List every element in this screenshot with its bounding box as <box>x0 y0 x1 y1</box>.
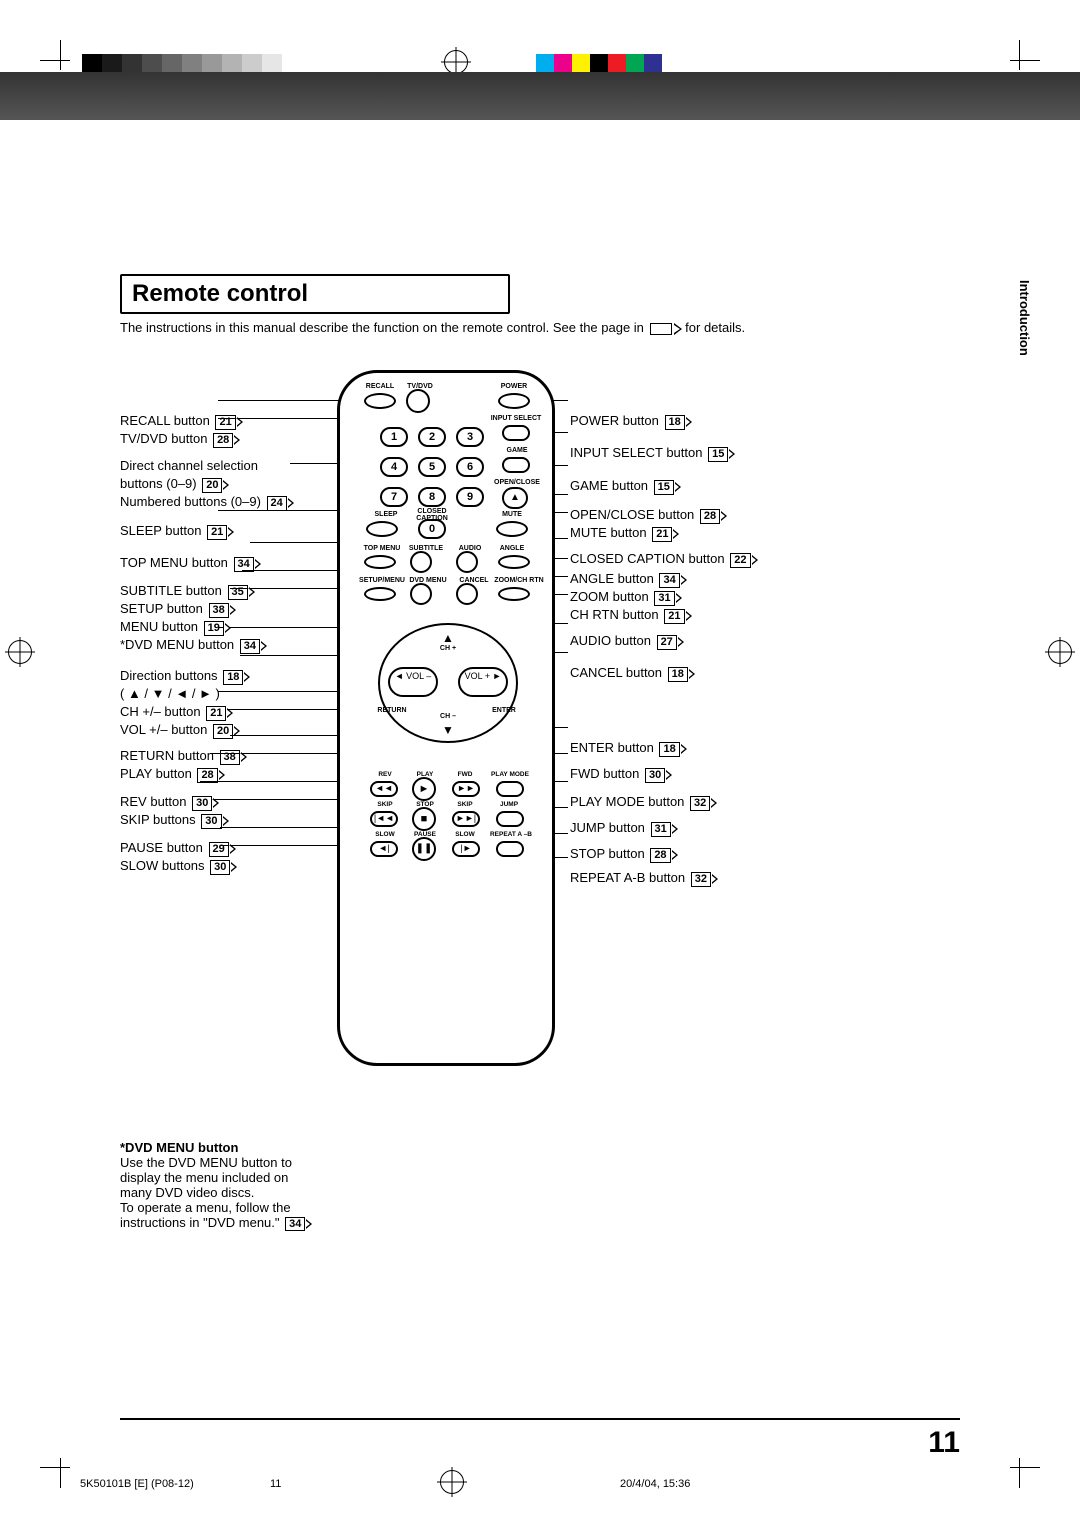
page-number: 11 <box>928 1426 960 1460</box>
subtitle-button[interactable] <box>410 551 432 573</box>
zoom-button[interactable] <box>498 587 530 601</box>
play-button[interactable]: ► <box>412 777 436 801</box>
audio-button[interactable] <box>456 551 478 573</box>
remote-diagram: RECALL button 21TV/DVD button 28 Direct c… <box>120 370 880 1070</box>
game-button[interactable] <box>502 457 530 473</box>
callout-item: CANCEL button 18 <box>570 665 688 682</box>
num-4[interactable]: 4 <box>380 457 408 477</box>
callout-item: SETUP button 38 <box>120 601 229 618</box>
skip-back-button[interactable]: |◄◄ <box>370 811 398 827</box>
callout-item: MENU button 19 <box>120 619 224 636</box>
remote-body: RECALL TV/DVD POWER INPUT SELECT 1 2 3 G… <box>337 370 555 1066</box>
callout-item: STOP button 28 <box>570 846 671 863</box>
num-7[interactable]: 7 <box>380 487 408 507</box>
callout-item: OPEN/CLOSE button 28 <box>570 507 720 524</box>
num-0[interactable]: 0 <box>418 519 446 539</box>
callout-item: ANGLE button 34 <box>570 571 680 588</box>
angle-button[interactable] <box>498 555 530 569</box>
callout-item: ( ▲ / ▼ / ◄ / ► ) <box>120 686 220 702</box>
callout-item: CH RTN button 21 <box>570 607 685 624</box>
repeat-button[interactable] <box>496 841 524 857</box>
callout-item: VOL +/– button 20 <box>120 722 233 739</box>
playmode-button[interactable] <box>496 781 524 797</box>
recall-button[interactable] <box>364 393 396 409</box>
callout-item: ZOOM button 31 <box>570 589 675 606</box>
callout-item: *DVD MENU button 34 <box>120 637 260 654</box>
callout-item: Numbered buttons (0–9) 24 <box>120 494 287 511</box>
sleep-button[interactable] <box>366 521 398 537</box>
jump-button[interactable] <box>496 811 524 827</box>
power-button[interactable] <box>498 393 530 409</box>
callout-item: JUMP button 31 <box>570 820 671 837</box>
input-select-button[interactable] <box>502 425 530 441</box>
print-header <box>0 0 1080 120</box>
section-tab: Introduction <box>1017 280 1032 356</box>
callout-item: buttons (0–9) 20 <box>120 476 222 493</box>
callout-item: TV/DVD button 28 <box>120 431 233 448</box>
footer-doc-id: 5K50101B [E] (P08-12) <box>80 1478 194 1490</box>
callout-item: Direct channel selection <box>120 458 258 474</box>
callout-item: CLOSED CAPTION button 22 <box>570 551 751 568</box>
topmenu-button[interactable] <box>364 555 396 569</box>
callout-item: SLOW buttons 30 <box>120 858 230 875</box>
callout-item: SKIP buttons 30 <box>120 812 222 829</box>
color-bars <box>536 54 662 72</box>
gray-step-wedge <box>82 54 282 72</box>
section-title-box: Remote control <box>120 274 510 314</box>
skip-fwd-button[interactable]: ►►| <box>452 811 480 827</box>
dark-band <box>0 72 1080 120</box>
callout-item: REV button 30 <box>120 794 212 811</box>
callout-item: PAUSE button 29 <box>120 840 229 857</box>
footer-timestamp: 20/4/04, 15:36 <box>620 1478 690 1490</box>
fwd-button[interactable]: ►► <box>452 781 480 797</box>
callout-item: Direction buttons 18 <box>120 668 243 685</box>
callout-item: FWD button 30 <box>570 766 665 783</box>
callout-item: MUTE button 21 <box>570 525 672 542</box>
registration-mark-top <box>444 50 468 74</box>
callout-item: POWER button 18 <box>570 413 685 430</box>
callout-item: SUBTITLE button 35 <box>120 583 248 600</box>
num-6[interactable]: 6 <box>456 457 484 477</box>
rev-button[interactable]: ◄◄ <box>370 781 398 797</box>
setup-button[interactable] <box>364 587 396 601</box>
mute-button[interactable] <box>496 521 528 537</box>
callout-item: GAME button 15 <box>570 478 674 495</box>
callout-item: RECALL button 21 <box>120 413 236 430</box>
callout-item: TOP MENU button 34 <box>120 555 254 572</box>
dvd-menu-note: *DVD MENU button Use the DVD MENU button… <box>120 1140 340 1231</box>
num-1[interactable]: 1 <box>380 427 408 447</box>
num-5[interactable]: 5 <box>418 457 446 477</box>
num-2[interactable]: 2 <box>418 427 446 447</box>
page-content: Introduction Remote control The instruct… <box>0 120 1080 1528</box>
callout-item: INPUT SELECT button 15 <box>570 445 728 462</box>
callout-item: RETURN button 38 <box>120 748 240 765</box>
slow-back-button[interactable]: ◄| <box>370 841 398 857</box>
slow-fwd-button[interactable]: |► <box>452 841 480 857</box>
pause-button[interactable]: ❚❚ <box>412 837 436 861</box>
callout-item: ENTER button 18 <box>570 740 680 757</box>
num-8[interactable]: 8 <box>418 487 446 507</box>
callout-item: REPEAT A-B button 32 <box>570 870 711 887</box>
callout-item: PLAY button 28 <box>120 766 218 783</box>
num-9[interactable]: 9 <box>456 487 484 507</box>
num-3[interactable]: 3 <box>456 427 484 447</box>
intro-text: The instructions in this manual describe… <box>120 320 745 335</box>
callout-item: PLAY MODE button 32 <box>570 794 710 811</box>
cancel-button[interactable] <box>456 583 478 605</box>
section-title: Remote control <box>132 280 308 308</box>
callout-item: SLEEP button 21 <box>120 523 227 540</box>
stop-button[interactable]: ■ <box>412 807 436 831</box>
footer-page: 11 <box>270 1478 281 1490</box>
dvdmenu-button[interactable] <box>410 583 432 605</box>
callout-item: CH +/– button 21 <box>120 704 226 721</box>
callout-item: AUDIO button 27 <box>570 633 677 650</box>
openclose-button[interactable]: ▲ <box>502 487 528 509</box>
tvdvd-button[interactable] <box>406 389 430 413</box>
